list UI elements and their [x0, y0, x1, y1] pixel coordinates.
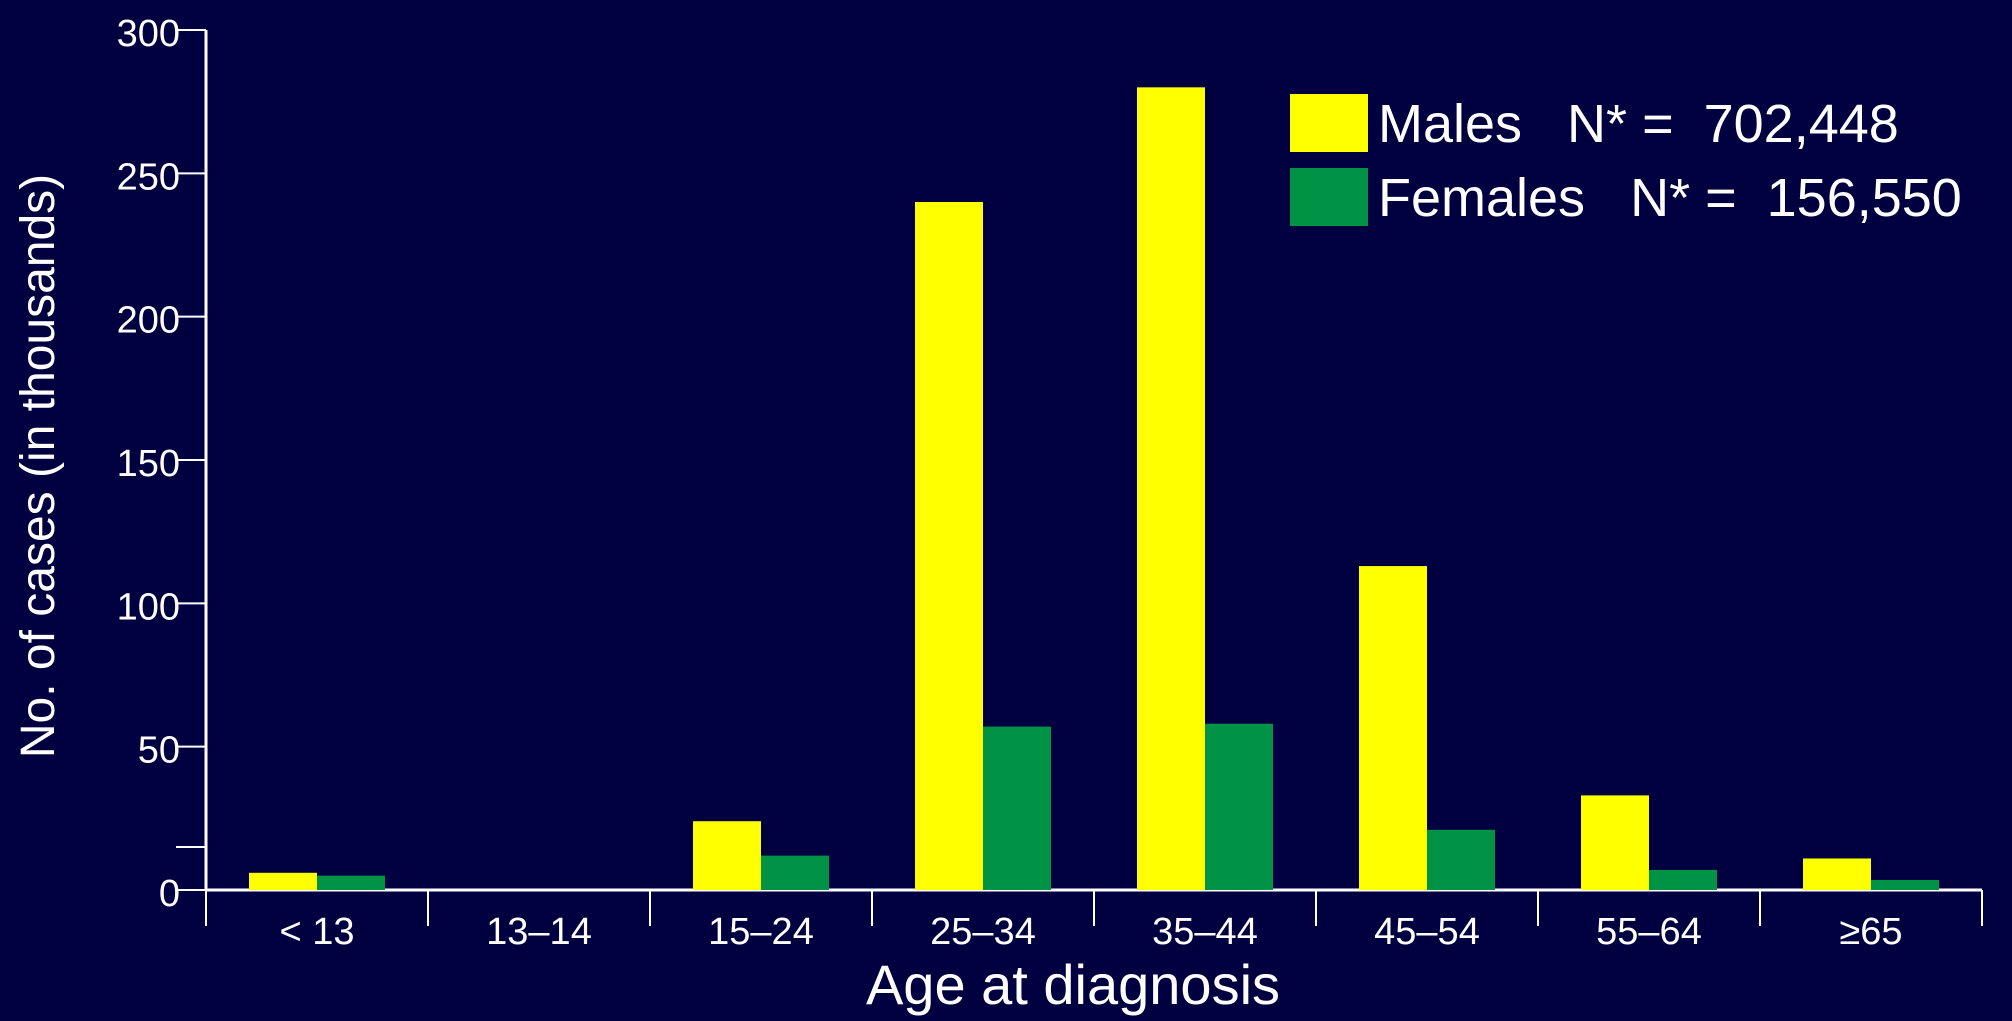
legend-swatch-females — [1290, 168, 1368, 226]
y-tick-label: 100 — [117, 586, 180, 628]
y-tick-label: 250 — [117, 156, 180, 198]
x-tick-label: 25–34 — [930, 911, 1036, 953]
x-tick-label: 13–14 — [486, 911, 592, 953]
bar-females-0 — [317, 875, 385, 890]
y-tick-label: 150 — [117, 443, 180, 485]
bar-females-6 — [1649, 869, 1717, 890]
x-tick-label: 45–54 — [1374, 911, 1480, 953]
legend-label-females: Females N* = 156,550 — [1378, 168, 1962, 228]
bar-females-2 — [761, 855, 829, 890]
x-tick-label: ≥65 — [1839, 911, 1902, 953]
legend: Males N* = 702,448 Females N* = 156,550 — [1290, 94, 1962, 228]
bar-males-4 — [1137, 87, 1205, 891]
bar-males-5 — [1359, 566, 1427, 890]
x-tick-label: < 13 — [279, 911, 354, 953]
bar-males-6 — [1581, 795, 1649, 890]
legend-swatch-males — [1290, 94, 1368, 152]
bar-males-3 — [915, 202, 983, 890]
bar-females-3 — [983, 726, 1051, 890]
y-tick-label: 0 — [159, 873, 180, 915]
bar-females-4 — [1205, 723, 1273, 890]
legend-label-males: Males N* = 702,448 — [1378, 94, 1899, 154]
y-tick-label: 50 — [138, 730, 180, 772]
bar-females-7 — [1871, 879, 1939, 890]
y-tick-label: 300 — [117, 13, 180, 55]
bar-males-0 — [249, 872, 317, 890]
y-tick-label: 200 — [117, 300, 180, 342]
bar-males-2 — [693, 821, 761, 890]
x-tick-label: 55–64 — [1596, 911, 1702, 953]
x-tick-label: 35–44 — [1152, 911, 1258, 953]
y-axis-label: No. of cases (in thousands) — [12, 174, 65, 758]
x-axis-label: Age at diagnosis — [866, 953, 1280, 1016]
bar-males-7 — [1803, 858, 1871, 890]
plot-area: 0 50 100 150 200 250 300 < 13 13–14 15–24 25–34 35–… — [117, 13, 1983, 953]
bar-females-5 — [1427, 829, 1495, 890]
x-tick-label: 15–24 — [708, 911, 814, 953]
